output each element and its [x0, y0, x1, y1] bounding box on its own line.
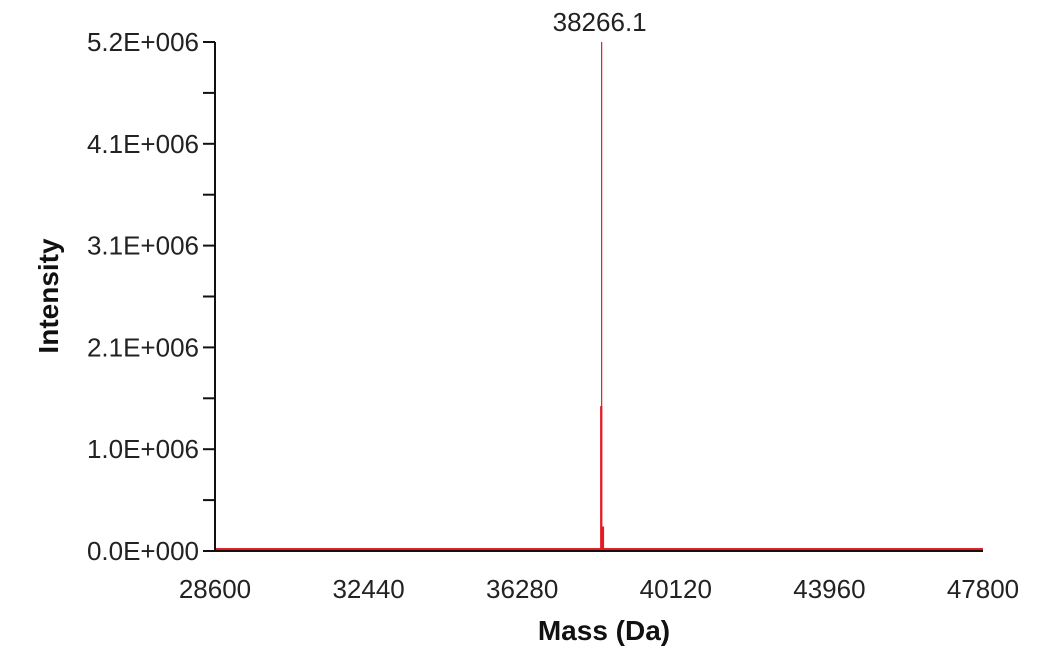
y-tick-label: 3.1E+006	[87, 231, 199, 261]
y-axis-title: Intensity	[33, 238, 64, 354]
peak-label: 38266.1	[553, 7, 647, 37]
annotation-layer: 38266.1	[553, 7, 647, 37]
x-tick-layer: 28600 32440 36280 40120 43960 47800	[179, 574, 1019, 604]
x-tick-label: 47800	[947, 574, 1019, 604]
y-tick-label: 2.1E+006	[87, 332, 199, 362]
axes-layer	[214, 42, 983, 552]
y-tick-layer: 0.0E+000 1.0E+006 2.1E+006 3.1E+006 4.1E+006…	[87, 27, 215, 566]
series-layer	[215, 42, 983, 551]
x-tick-label: 40120	[640, 574, 712, 604]
x-tick-label: 43960	[793, 574, 865, 604]
y-tick-label: 0.0E+000	[87, 536, 199, 566]
series-baseline	[215, 548, 983, 551]
y-tick-label: 4.1E+006	[87, 129, 199, 159]
x-tick-label: 36280	[486, 574, 558, 604]
y-tick-label: 1.0E+006	[87, 434, 199, 464]
y-tick-label: 5.2E+006	[87, 27, 199, 57]
x-tick-label: 28600	[179, 574, 251, 604]
x-axis-title: Mass (Da)	[538, 615, 670, 646]
x-tick-label: 32440	[332, 574, 404, 604]
